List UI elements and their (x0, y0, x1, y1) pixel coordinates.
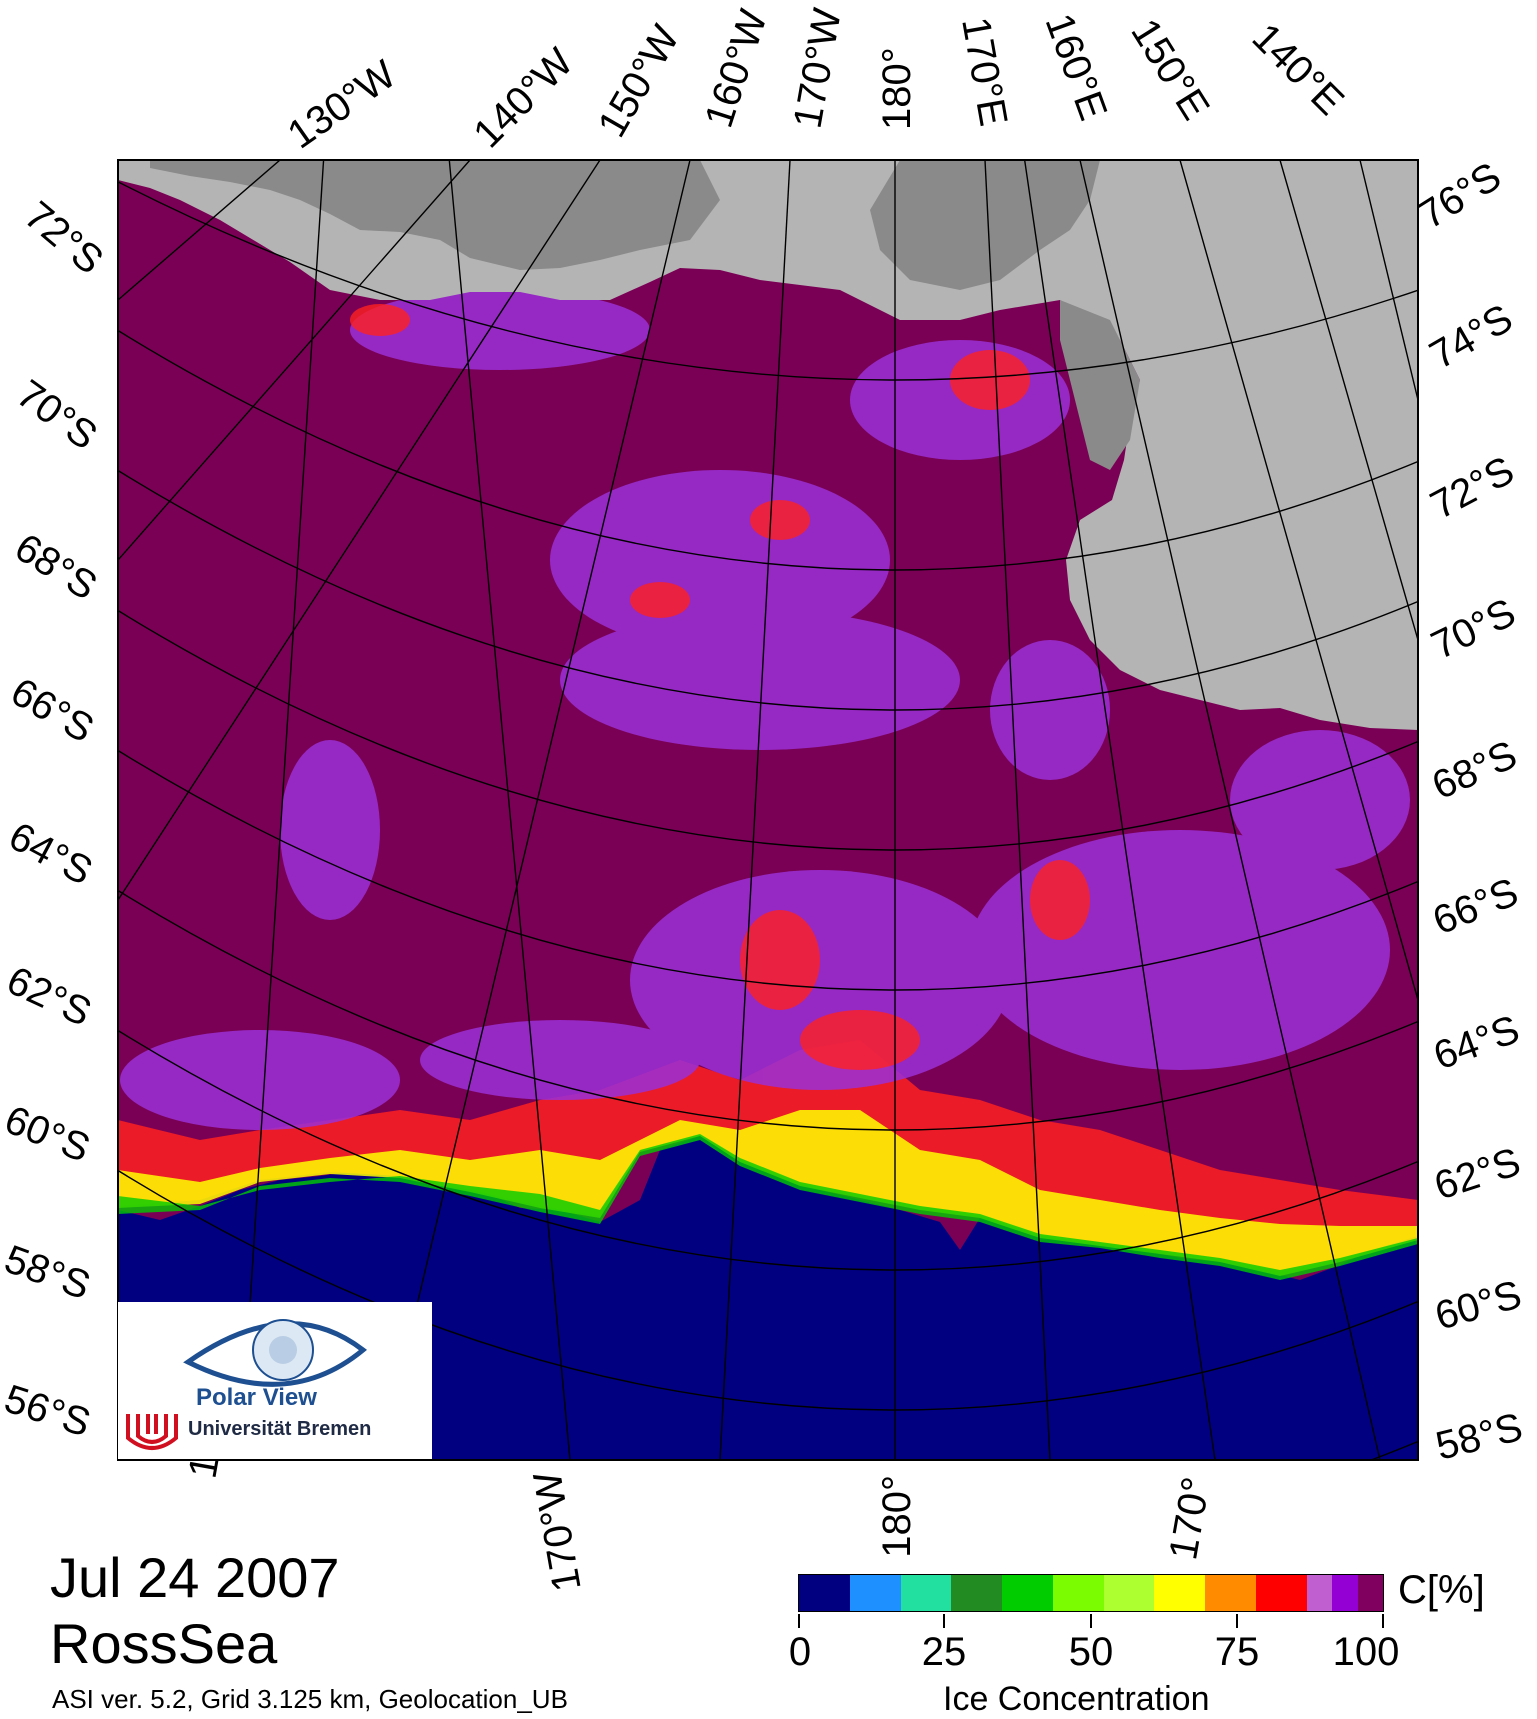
lon-label-140w: 140°W (465, 40, 581, 156)
legend-tick (1090, 1614, 1092, 1628)
lat-label-right-62s: 62°S (1429, 1140, 1526, 1209)
lat-label-left-58s: 58°S (0, 1237, 96, 1308)
eye-icon (183, 1319, 368, 1387)
lon-label-160w: 160°W (697, 4, 776, 132)
lat-label-left-70s: 70°S (9, 372, 105, 459)
lat-label-left-60s: 60°S (0, 1098, 96, 1171)
lat-label-right-60s: 60°S (1430, 1272, 1526, 1338)
antarctica-landmass (118, 160, 1418, 730)
lat-label-left-64s: 64°S (2, 814, 100, 894)
lat-label-right-74s: 74°S (1423, 296, 1520, 378)
map-area (118, 160, 1418, 1460)
legend-tick-label-0: 0 (788, 1630, 812, 1674)
legend-tick (1236, 1614, 1238, 1628)
legend-tick-label-25: 25 (921, 1630, 967, 1674)
lat-label-right-64s: 64°S (1428, 1007, 1525, 1078)
antarctica-ice-shelf (150, 160, 1140, 470)
legend-color-segment (849, 1575, 901, 1611)
legend-color-segment (1154, 1575, 1206, 1611)
right-latitude-labels: 76°S 74°S 72°S 70°S 68°S 66°S 64°S 62°S … (1411, 154, 1526, 1469)
lon-label-180: 180° (875, 47, 919, 130)
legend-color-segment (1256, 1575, 1307, 1611)
lon-label-150e: 150°E (1122, 11, 1217, 127)
footer-label: ASI ver. 5.2, Grid 3.125 km, Geolocation… (52, 1684, 568, 1714)
legend-tick-label-50: 50 (1068, 1630, 1114, 1674)
logo-title: Polar View (196, 1384, 317, 1411)
lon-label-150w: 150°W (590, 18, 688, 145)
region-label: RossSea (50, 1612, 278, 1675)
legend: C[%] 0 25 50 75 100 Ice Concentration (789, 1568, 1485, 1718)
legend-color-segment (799, 1575, 850, 1611)
lat-label-right-72s: 72°S (1424, 448, 1522, 528)
legend-tick (1382, 1614, 1384, 1628)
ice-violet-patches (120, 290, 1410, 1130)
legend-color-segment (900, 1575, 952, 1611)
legend-color-bar (798, 1574, 1384, 1612)
legend-unit: C[%] (1398, 1568, 1485, 1612)
legend-color-segment (1002, 1575, 1053, 1611)
lat-label-left-72s: 72°S (16, 193, 111, 283)
lat-label-right-70s: 70°S (1425, 590, 1523, 668)
lon-label-160e: 160°E (1037, 8, 1116, 126)
lat-label-left-68s: 68°S (7, 525, 104, 609)
lat-label-right-68s: 68°S (1426, 733, 1524, 809)
marginal-ice-zone-green (118, 1134, 1418, 1280)
lon-label-170w: 170°W (786, 5, 850, 132)
legend-tick-label-75: 75 (1214, 1630, 1260, 1674)
lon-label-170e: 170°E (953, 14, 1015, 129)
top-longitude-labels: 130°W 140°W 150°W 160°W 170°W 180° 170°E… (280, 4, 1352, 157)
lon-label-bottom-180: 180° (875, 1475, 919, 1558)
legend-tick (798, 1614, 800, 1628)
lon-label-bottom-170w: 170°W (525, 1468, 589, 1595)
logo-institution: Universität Bremen (188, 1418, 372, 1440)
legend-tick-label-100: 100 (1332, 1630, 1400, 1674)
legend-tick (943, 1614, 945, 1628)
date-label: Jul 24 2007 (50, 1546, 340, 1609)
legend-color-segment (1332, 1575, 1358, 1611)
legend-color-segment (1205, 1575, 1257, 1611)
legend-color-segment (1052, 1575, 1104, 1611)
lon-label-130w: 130°W (280, 52, 404, 157)
marginal-ice-zone-yellow (118, 1110, 1418, 1276)
lat-label-left-56s: 56°S (0, 1377, 96, 1446)
left-latitude-labels: 72°S 70°S 68°S 66°S 64°S 62°S 60°S 58°S … (0, 193, 111, 1445)
lat-label-right-76s: 76°S (1411, 154, 1508, 238)
lat-label-left-66s: 66°S (4, 670, 101, 752)
lon-label-140e: 140°E (1244, 15, 1352, 123)
university-emblem-icon (126, 1414, 178, 1450)
lon-label-bottom-170: 170° (1161, 1474, 1219, 1563)
polar-view-logo: Polar View Universität Bremen (118, 1302, 432, 1459)
lat-label-right-66s: 66°S (1427, 870, 1524, 943)
legend-color-segment (1306, 1575, 1333, 1611)
legend-color-segment (1357, 1575, 1383, 1611)
lat-label-right-58s: 58°S (1432, 1405, 1527, 1469)
map-border (117, 159, 1419, 1461)
legend-title: Ice Concentration (943, 1680, 1210, 1718)
legend-color-segment (1103, 1575, 1155, 1611)
ice-red-patches (350, 304, 1090, 1070)
lat-label-left-62s: 62°S (0, 958, 98, 1035)
legend-color-segment (951, 1575, 1003, 1611)
